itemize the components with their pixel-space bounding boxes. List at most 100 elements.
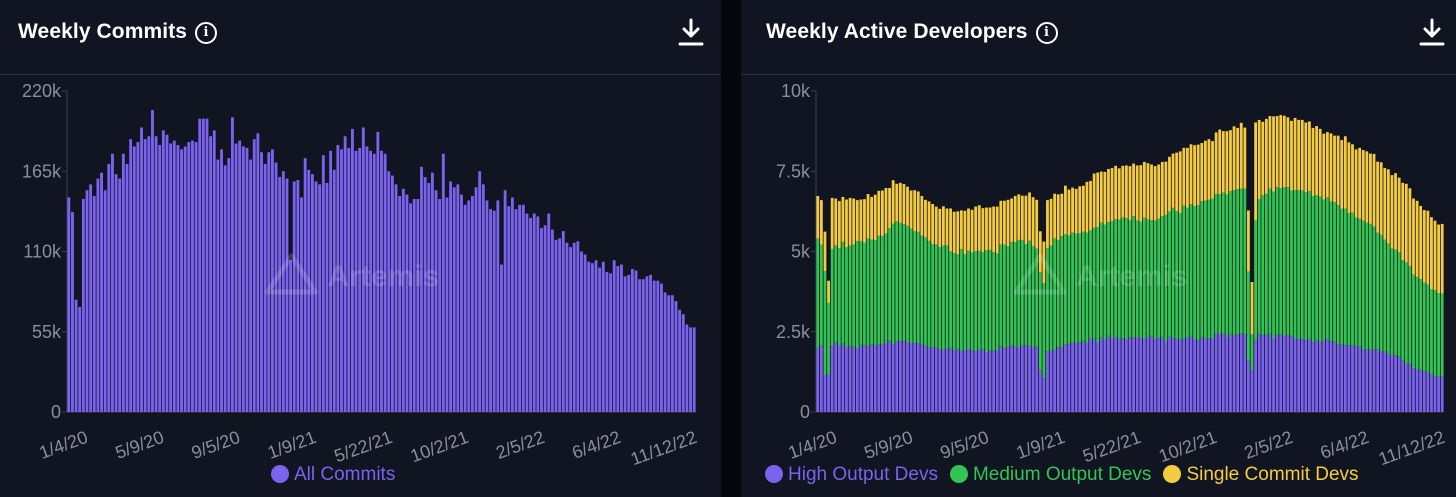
bar-single-commit-devs: [1171, 153, 1175, 208]
y-tick-label: 55k: [32, 322, 62, 342]
bar-all-commits: [143, 139, 147, 412]
bar-medium-output-devs: [837, 247, 841, 346]
bar-medium-output-devs: [952, 253, 956, 351]
bar-high-output-devs: [870, 344, 874, 412]
bar-medium-output-devs: [1064, 234, 1067, 345]
bar-medium-output-devs: [938, 247, 942, 350]
bar-high-output-devs: [1175, 338, 1179, 412]
bar-high-output-devs: [1125, 339, 1128, 412]
y-tick-label: 0: [800, 402, 810, 422]
bar-medium-output-devs: [1318, 196, 1322, 343]
bar-all-commits: [256, 133, 260, 412]
bar-high-output-devs: [1099, 337, 1103, 412]
x-tick-label: 1/9/21: [1013, 427, 1067, 463]
weekly-active-developers-chart: 0 2.5k 5k 7.5k 10k Artemis 1/4/20 5/9/20 9/5/20 1…: [776, 81, 1447, 469]
bar-medium-output-devs: [1340, 208, 1344, 344]
bar-all-commits: [572, 242, 576, 412]
bar-high-output-devs: [1139, 337, 1143, 412]
bar-single-commit-devs: [1412, 198, 1415, 275]
bar-single-commit-devs: [995, 206, 999, 254]
panel-divider: [721, 0, 741, 497]
bar-medium-output-devs: [1221, 192, 1225, 334]
bar-all-commits: [194, 142, 198, 412]
bar-medium-output-devs: [1415, 276, 1419, 370]
bar-medium-output-devs: [1211, 198, 1214, 339]
bar-single-commit-devs: [1308, 121, 1311, 192]
bar-all-commits: [412, 198, 416, 412]
bar-high-output-devs: [1092, 338, 1096, 412]
bar-all-commits: [81, 198, 85, 412]
bar-single-commit-devs: [992, 206, 996, 253]
bar-high-output-devs: [845, 347, 848, 412]
bar-all-commits: [612, 260, 616, 412]
y-tick-label: 5k: [791, 242, 811, 262]
bar-medium-output-devs: [1189, 203, 1193, 336]
bar-single-commit-devs: [1239, 122, 1243, 189]
bar-single-commit-devs: [1010, 198, 1013, 242]
bar-high-output-devs: [1282, 336, 1286, 412]
bar-all-commits: [369, 150, 373, 412]
bar-all-commits: [401, 188, 405, 412]
bar-all-commits: [689, 327, 692, 412]
bar-all-commits: [311, 174, 314, 412]
bar-single-commit-devs: [988, 207, 992, 250]
bar-medium-output-devs: [1017, 239, 1021, 348]
bar-medium-output-devs: [906, 225, 909, 343]
bar-high-output-devs: [1074, 342, 1078, 412]
weekly-active-developers-legend: High Output Devs Medium Output Devs Single…: [765, 464, 1371, 486]
bar-high-output-devs: [1003, 348, 1006, 412]
bar-all-commits: [187, 142, 191, 412]
bar-all-commits: [532, 213, 536, 412]
bar-all-commits: [518, 204, 522, 412]
bar-high-output-devs: [1142, 339, 1146, 412]
bar-high-output-devs: [1171, 338, 1175, 412]
bar-medium-output-devs: [1060, 236, 1064, 348]
bar-high-output-devs: [1247, 360, 1250, 412]
bar-all-commits: [489, 209, 492, 412]
bar-all-commits: [503, 190, 507, 412]
bar-medium-output-devs: [1279, 188, 1283, 335]
bar-single-commit-devs: [1117, 168, 1121, 220]
bar-all-commits: [347, 147, 351, 412]
legend-item[interactable]: Single Commit Devs: [1163, 464, 1359, 486]
bar-all-commits: [332, 169, 336, 412]
bar-all-commits: [107, 163, 111, 412]
bar-medium-output-devs: [1107, 221, 1110, 336]
bar-medium-output-devs: [1168, 211, 1171, 337]
bar-single-commit-devs: [1247, 210, 1250, 272]
bar-all-commits: [74, 299, 78, 412]
bar-medium-output-devs: [1139, 221, 1143, 338]
bar-medium-output-devs: [1394, 249, 1397, 356]
bar-all-commits: [438, 198, 442, 412]
bar-single-commit-devs: [880, 190, 884, 237]
bar-single-commit-devs: [927, 201, 931, 241]
bar-medium-output-devs: [924, 237, 927, 347]
bar-high-output-devs: [963, 350, 967, 412]
bar-high-output-devs: [1067, 343, 1071, 412]
bar-single-commit-devs: [1168, 156, 1171, 212]
legend-item[interactable]: High Output Devs: [765, 464, 938, 486]
bar-all-commits: [460, 194, 463, 412]
info-icon[interactable]: i: [195, 22, 218, 44]
bar-medium-output-devs: [845, 247, 848, 348]
bar-high-output-devs: [1096, 342, 1100, 412]
download-icon[interactable]: [1419, 18, 1445, 48]
bar-medium-output-devs: [819, 244, 823, 346]
download-icon[interactable]: [678, 18, 704, 48]
info-icon[interactable]: i: [1035, 22, 1058, 44]
bar-all-commits: [343, 136, 347, 413]
bar-medium-output-devs: [1422, 282, 1426, 372]
bar-single-commit-devs: [1042, 241, 1046, 284]
bar-medium-output-devs: [873, 240, 877, 346]
bar-medium-output-devs: [830, 248, 834, 346]
bar-medium-output-devs: [1286, 186, 1290, 335]
bar-medium-output-devs: [1293, 190, 1297, 339]
bar-single-commit-devs: [1394, 173, 1397, 250]
legend-item[interactable]: Medium Output Devs: [949, 464, 1151, 486]
bar-single-commit-devs: [1279, 115, 1283, 189]
bar-medium-output-devs: [1006, 246, 1010, 348]
bar-medium-output-devs: [1333, 202, 1336, 342]
bar-single-commit-devs: [920, 195, 924, 236]
bar-single-commit-devs: [1333, 135, 1336, 203]
legend-item[interactable]: All Commits: [271, 464, 395, 486]
